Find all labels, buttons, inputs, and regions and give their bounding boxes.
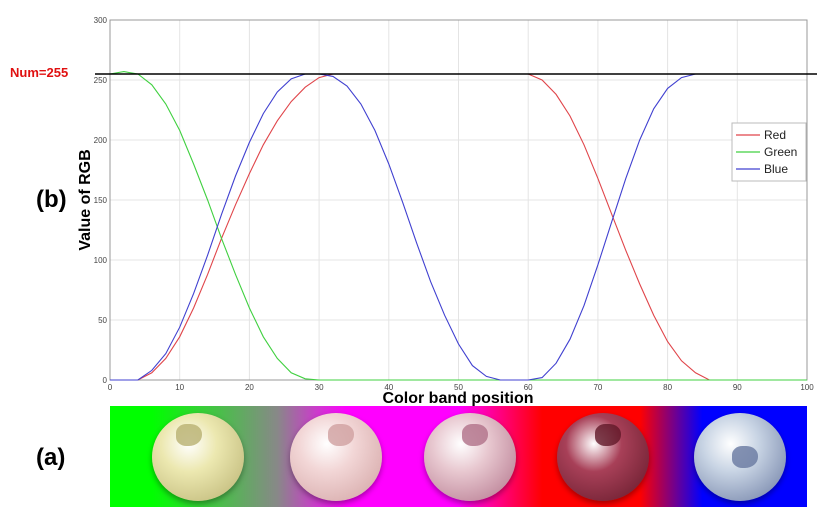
- y-tick-label: 0: [103, 376, 108, 385]
- y-tick-label: 250: [94, 76, 108, 85]
- legend: Red Green Blue: [731, 122, 807, 182]
- panel-a-label: (a): [36, 444, 66, 471]
- series-line-blue: [110, 73, 807, 381]
- series-line-green: [109, 71, 807, 381]
- y-tick-label: 200: [94, 136, 108, 145]
- x-tick-label: 60: [524, 383, 533, 392]
- x-tick-label: 50: [454, 383, 463, 392]
- panel-b-label: (b): [36, 186, 67, 213]
- x-tick-label: 80: [663, 383, 672, 392]
- color-band: [110, 406, 807, 507]
- x-tick-label: 100: [800, 383, 814, 392]
- y-tick-label: 50: [98, 316, 107, 325]
- legend-entry-red: Red: [764, 128, 786, 142]
- y-axis-title: Value of RGB: [77, 149, 94, 250]
- x-tick-label: 10: [175, 383, 184, 392]
- y-tick-label: 150: [94, 196, 108, 205]
- legend-entry-green: Green: [764, 145, 797, 159]
- x-tick-label: 90: [733, 383, 742, 392]
- x-tick-label: 30: [315, 383, 324, 392]
- blueberry-crown: [462, 424, 488, 446]
- x-tick-label: 40: [384, 383, 393, 392]
- x-tick-label: 0: [108, 383, 113, 392]
- blueberry-crown: [732, 446, 758, 468]
- x-tick-label: 20: [245, 383, 254, 392]
- tick-labels: 0 10 20 30 40 50 60 70 80 90 100 0 50 100 150 200 250 300: [94, 16, 815, 392]
- x-axis-title: Color band position: [382, 390, 533, 407]
- blueberry-crown: [595, 424, 621, 446]
- blueberry-crown: [328, 424, 354, 446]
- blueberry-crown: [176, 424, 202, 446]
- legend-entry-blue: Blue: [764, 162, 788, 176]
- reference-line-label: Num=255: [10, 65, 68, 80]
- y-tick-label: 300: [94, 16, 108, 25]
- y-tick-label: 100: [94, 256, 108, 265]
- x-tick-label: 70: [593, 383, 602, 392]
